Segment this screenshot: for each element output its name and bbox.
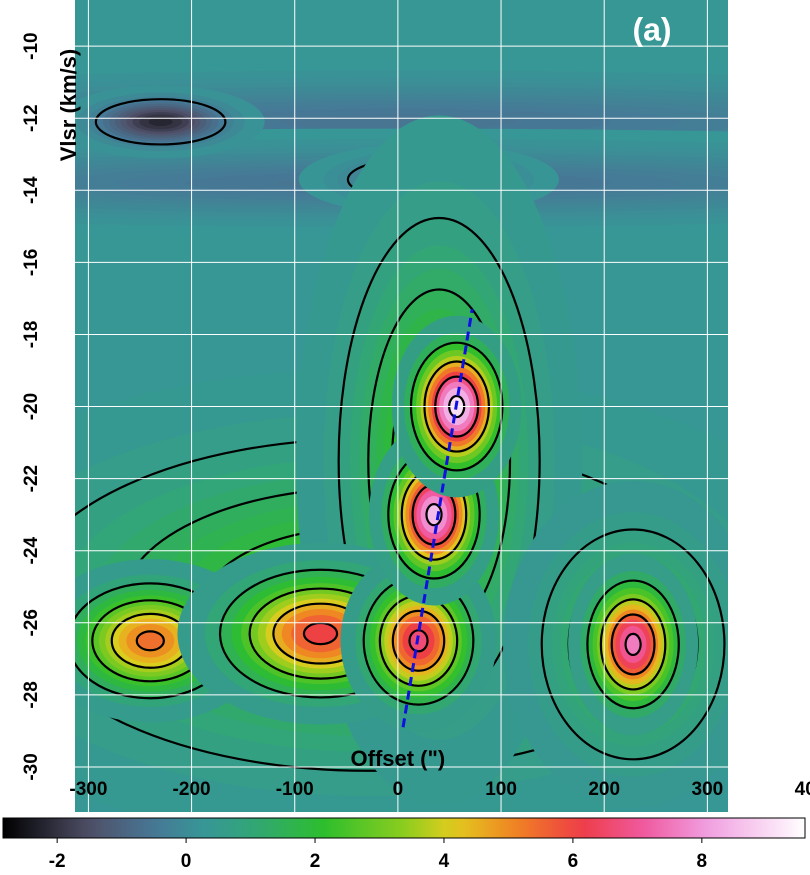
y-tick-label: -14 [21,176,42,204]
level [302,621,339,646]
emission-component [75,85,265,159]
emission-component [568,553,699,736]
x-tick-label: -200 [173,779,211,800]
y-tick-label: -16 [21,249,42,276]
colorbar [2,817,806,839]
panel-label: (a) [632,11,671,47]
y-axis-label: Vlsr (km/s) [56,49,81,162]
colorbar-tick-label: -2 [49,851,66,872]
colorbar-tick-label: 8 [697,851,708,872]
colorbar-tick-label: 4 [439,851,450,872]
level [624,632,642,657]
y-tick-label: -26 [21,609,42,636]
emission-component [391,315,522,498]
y-tick-label: -24 [21,537,42,565]
y-tick-label: -30 [21,753,42,780]
x-axis-label: Offset (") [351,746,446,771]
level [135,630,165,652]
y-tick-label: -28 [21,681,42,708]
y-tick-label: -10 [21,32,42,59]
emission-component [368,423,500,606]
x-tick-label: 300 [692,779,724,800]
x-tick-label: -100 [276,779,314,800]
x-tick-label: 0 [393,779,404,800]
y-tick-label: -12 [21,104,42,131]
x-tick-label: -300 [69,779,107,800]
colorbar-tick-label: 2 [310,851,321,872]
colorbar-tick-label: 0 [181,851,192,872]
y-tick-label: -18 [21,321,42,348]
fit-line [401,308,474,728]
x-tick-label: 200 [588,779,620,800]
plot-area [75,0,728,812]
y-tick-label: -22 [21,465,42,492]
axes: -300-200-1000100200300400-30-28-26-24-22… [2,11,810,872]
y-tick-label: -20 [21,393,42,420]
level [148,117,173,127]
colorbar-tick-label: 6 [568,851,579,872]
x-tick-label: 400 [795,779,810,800]
x-tick-label: 100 [485,779,517,800]
